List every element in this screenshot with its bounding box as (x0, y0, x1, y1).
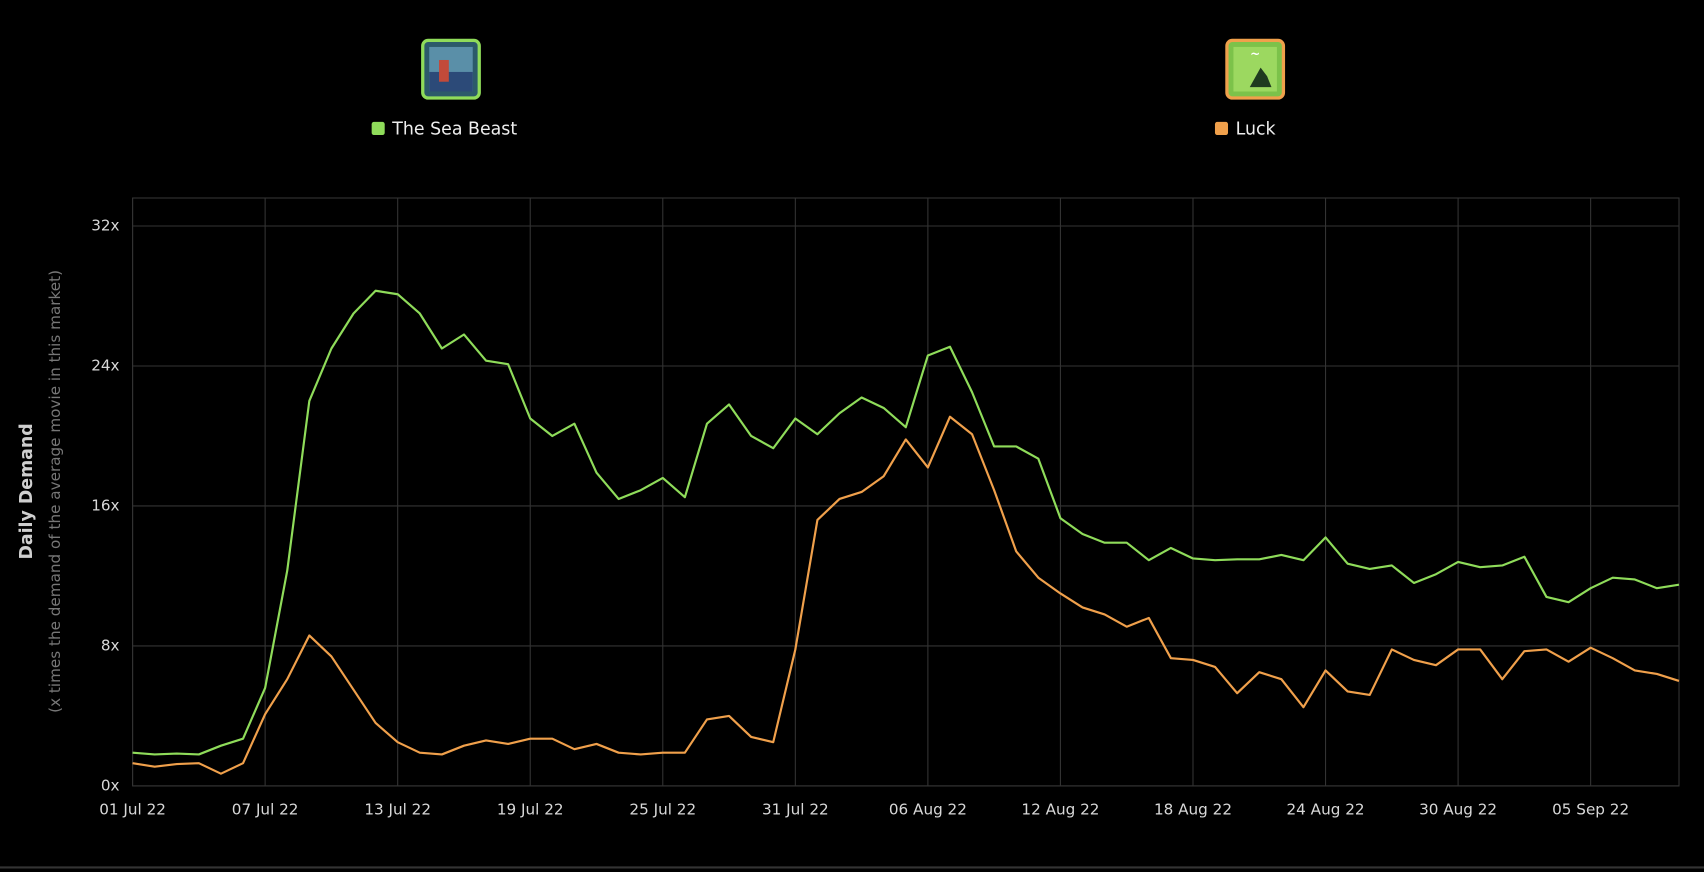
poster-sea-beast (421, 38, 481, 100)
y-tick-label: 24x (91, 356, 119, 374)
y-axis-label: Daily Demand (17, 423, 37, 559)
poster-luck: ~ (1225, 38, 1286, 100)
y-axis-sublabel: (x times the demand of the average movie… (46, 270, 64, 713)
x-tick-label: 12 Aug 22 (1021, 800, 1099, 818)
y-tick-label: 32x (91, 217, 119, 235)
y-tick-label: 16x (91, 496, 119, 514)
x-tick-label: 24 Aug 22 (1287, 800, 1365, 818)
x-tick-label: 07 Jul 22 (232, 800, 299, 818)
x-tick-label: 25 Jul 22 (629, 800, 696, 818)
y-tick-label: 8x (101, 636, 120, 654)
legend-swatch (1214, 121, 1229, 135)
legend-swatch (371, 121, 385, 135)
x-tick-label: 19 Jul 22 (497, 800, 564, 818)
series-line (132, 289, 1680, 756)
legend-label: The Sea Beast (391, 120, 517, 140)
svg-text:~: ~ (1250, 47, 1260, 61)
y-tick-label: 0x (101, 776, 120, 794)
x-tick-label: 13 Jul 22 (364, 800, 431, 818)
series-line (132, 415, 1680, 775)
x-tick-label: 06 Aug 22 (889, 800, 967, 818)
x-tick-label: 01 Jul 22 (99, 800, 166, 818)
legend-label: Luck (1236, 120, 1277, 140)
x-tick-label: 05 Sep 22 (1552, 800, 1629, 818)
x-tick-label: 30 Aug 22 (1419, 800, 1497, 818)
x-tick-label: 31 Jul 22 (762, 800, 829, 818)
x-tick-label: 18 Aug 22 (1154, 800, 1232, 818)
